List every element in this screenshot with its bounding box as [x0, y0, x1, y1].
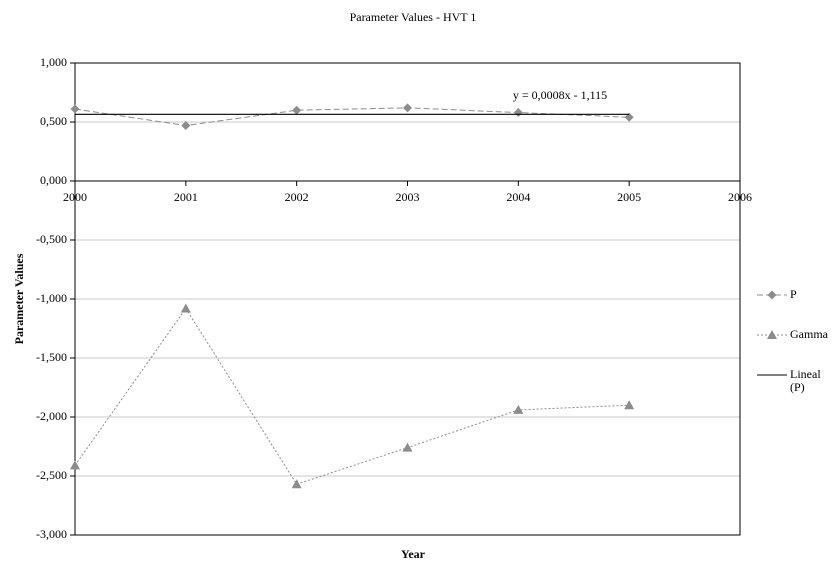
legend-marker: [767, 290, 777, 300]
legend-item: Gamma: [790, 328, 828, 341]
legend-label: Lineal (P): [790, 368, 821, 394]
data-point: [291, 479, 302, 489]
y-tick-label: -0,500: [36, 232, 67, 246]
x-axis-label: Year: [401, 547, 426, 561]
trend-equation: y = 0,0008x - 1,115: [513, 88, 607, 102]
data-point: [403, 103, 412, 113]
x-tick-label: 2005: [617, 190, 641, 204]
data-point: [624, 400, 635, 410]
legend-item: P: [790, 288, 797, 301]
plot-frame: [74, 62, 741, 536]
y-axis-label: Parameter Values: [12, 253, 26, 344]
legend-marker: [767, 330, 777, 339]
y-tick-label: -2,500: [36, 468, 67, 482]
y-tick-label: -2,000: [36, 409, 67, 423]
legend-item: Lineal (P): [790, 368, 821, 394]
series-line: [74, 107, 630, 127]
data-point: [70, 104, 80, 114]
data-point: [292, 105, 302, 115]
y-tick-label: -1,000: [36, 291, 67, 305]
x-tick-label: 2004: [506, 190, 530, 204]
series-line: [74, 307, 630, 485]
y-tick-label: -3,000: [36, 527, 67, 541]
data-point: [513, 108, 523, 118]
y-tick-label: 0,000: [40, 173, 67, 187]
y-tick-label: 1,000: [40, 55, 67, 69]
data-point: [180, 303, 191, 313]
data-point: [402, 442, 413, 452]
data-point: [513, 404, 524, 414]
legend-label: Gamma: [790, 328, 828, 341]
y-tick-label: -1,500: [36, 350, 67, 364]
x-tick-label: 2002: [285, 190, 309, 204]
x-tick-label: 2006: [728, 190, 752, 204]
data-point: [181, 121, 191, 131]
x-tick-label: 2003: [396, 190, 420, 204]
chart-title: Parameter Values - HVT 1: [350, 10, 477, 24]
x-tick-label: 2000: [63, 190, 87, 204]
y-tick-label: 0,500: [40, 114, 67, 128]
x-tick-label: 2001: [174, 190, 198, 204]
data-point: [70, 460, 80, 470]
legend-label: P: [790, 288, 797, 301]
data-point: [624, 112, 634, 122]
